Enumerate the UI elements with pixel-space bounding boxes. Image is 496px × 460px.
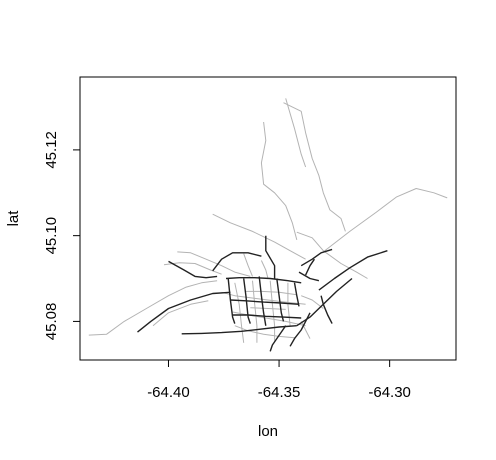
major-road-line bbox=[298, 271, 320, 282]
y-axis: 45.08 45.10 45.12 bbox=[43, 131, 81, 341]
minor-road-line bbox=[88, 280, 218, 336]
major-road-line bbox=[225, 277, 302, 284]
major-road-line bbox=[293, 282, 300, 307]
minor-road-line bbox=[250, 307, 286, 310]
x-axis-title: lon bbox=[258, 423, 278, 440]
minor-road-line bbox=[269, 280, 276, 341]
y-tick-label: 45.08 bbox=[43, 303, 60, 341]
minor-road-line bbox=[221, 291, 306, 305]
y-axis-title: lat bbox=[5, 210, 22, 227]
minor-road-line bbox=[296, 231, 368, 279]
major-road-line bbox=[212, 252, 262, 272]
x-axis: -64.40 -64.35 -64.30 bbox=[147, 359, 411, 401]
minor-road-line bbox=[287, 282, 291, 326]
minor-road-line bbox=[301, 295, 324, 309]
major-road-line bbox=[300, 248, 333, 267]
major-road-line bbox=[320, 295, 333, 324]
minor-road-line bbox=[163, 262, 222, 275]
minor-road-line bbox=[177, 251, 251, 277]
major-road-line bbox=[243, 278, 251, 324]
minor-road-line bbox=[245, 290, 297, 296]
major-road-line bbox=[227, 278, 236, 324]
minor-road-line bbox=[252, 280, 258, 343]
major-road-line bbox=[232, 314, 302, 319]
minor-road-line bbox=[243, 253, 253, 277]
minor-roads-layer bbox=[88, 98, 448, 343]
minor-road-line bbox=[260, 121, 298, 241]
y-tick-label: 45.12 bbox=[43, 131, 60, 169]
x-tick-label: -64.40 bbox=[147, 384, 190, 401]
major-road-line bbox=[304, 258, 315, 276]
minor-road-line bbox=[234, 325, 295, 339]
minor-road-line bbox=[285, 98, 307, 168]
x-tick-label: -64.35 bbox=[258, 384, 301, 401]
major-road-line bbox=[258, 276, 267, 326]
major-road-line bbox=[269, 325, 287, 352]
major-road-line bbox=[318, 250, 388, 291]
plot-frame bbox=[79, 76, 457, 361]
major-roads-layer bbox=[137, 235, 388, 352]
minor-road-line bbox=[212, 213, 306, 260]
major-road-line bbox=[168, 260, 218, 279]
major-road-line bbox=[181, 325, 297, 335]
major-road-line bbox=[265, 235, 276, 279]
major-road-line bbox=[137, 291, 231, 333]
x-tick-label: -64.30 bbox=[368, 384, 411, 401]
minor-road-line bbox=[260, 260, 269, 279]
major-road-line bbox=[230, 299, 300, 305]
minor-road-line bbox=[152, 300, 209, 327]
major-road-line bbox=[289, 312, 311, 347]
minor-road-line bbox=[300, 321, 311, 339]
y-tick-label: 45.10 bbox=[43, 217, 60, 255]
minor-road-line bbox=[322, 188, 448, 253]
minor-road-line bbox=[232, 311, 306, 327]
minor-road-line bbox=[283, 102, 346, 232]
major-road-line bbox=[276, 278, 285, 322]
